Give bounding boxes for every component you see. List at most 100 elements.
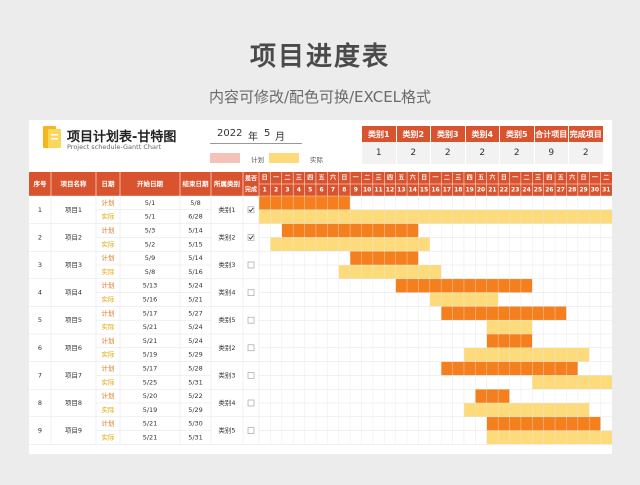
header-seq: 序号 (33, 179, 48, 188)
plan-row-label: 计划 (102, 364, 115, 373)
weekday-label: 六 (569, 174, 575, 182)
plan-start-date: 5/3 (145, 227, 155, 235)
category-count: 2 (569, 142, 604, 164)
day-number: 15 (420, 187, 428, 194)
day-number: 28 (568, 187, 576, 194)
actual-end-date: 5/31 (188, 378, 203, 386)
done-checkbox[interactable] (247, 261, 255, 269)
done-checkbox[interactable] (247, 372, 255, 379)
weekday-label: 六 (489, 174, 495, 182)
project-seq: 6 (38, 344, 42, 352)
actual-row-label: 实际 (102, 433, 116, 442)
category-count: 9 (534, 142, 569, 164)
day-number: 21 (488, 187, 496, 194)
weekday-label: 日 (501, 175, 507, 182)
plan-row-label: 计划 (102, 253, 115, 262)
category-count: 2 (500, 142, 535, 164)
category-header: 完成项目 (569, 126, 604, 142)
weekday-label: 四 (546, 175, 552, 182)
plan-bar (475, 389, 510, 403)
day-number: 29 (579, 187, 587, 194)
day-number: 3 (285, 187, 289, 194)
header-date: 日期 (102, 179, 116, 188)
done-checkbox[interactable] (247, 316, 255, 324)
month-unit: 月 (275, 132, 285, 143)
done-checkbox[interactable] (247, 206, 255, 214)
plan-start-date: 5/9 (145, 254, 155, 262)
plan-row-label: 计划 (102, 281, 115, 290)
day-number: 13 (397, 187, 405, 194)
day-number: 11 (374, 187, 382, 194)
project-category: 类别4 (218, 398, 235, 407)
gantt-table: 序号 项目名称 日期 开始日期 结束日期 所属类别是否完成日1一2二3三4四5五6六7日8… (29, 172, 612, 445)
day-number: 25 (534, 187, 542, 194)
plan-start-date: 5/17 (143, 309, 158, 317)
category-header: 类别4 (465, 126, 500, 142)
category-count: 2 (396, 142, 431, 164)
actual-start-date: 5/21 (143, 323, 158, 331)
actual-row-label: 实际 (102, 295, 116, 304)
weekday-label: 一 (592, 175, 598, 182)
plan-start-date: 5/20 (143, 392, 158, 400)
done-checkbox[interactable] (247, 399, 255, 407)
weekday-label: 四 (387, 175, 393, 182)
done-checkbox[interactable] (247, 427, 255, 434)
weekday-label: 二 (603, 175, 609, 182)
actual-row-label: 实际 (102, 405, 116, 414)
category-header: 类别1 (362, 126, 397, 142)
plan-end-date: 5/22 (188, 392, 203, 400)
plan-start-date: 5/1 (145, 199, 155, 207)
plan-row-label: 计划 (102, 336, 115, 345)
actual-row-label: 实际 (102, 267, 116, 276)
plan-start-date: 5/13 (143, 282, 158, 290)
project-seq: 9 (38, 427, 42, 435)
actual-row-label: 实际 (102, 377, 116, 386)
actual-bar (486, 430, 612, 445)
project-name: 项目4 (65, 289, 82, 297)
weekday-label: 三 (535, 175, 541, 182)
plan-start-date: 5/21 (143, 420, 158, 428)
sheet-subtitle: Project schedule-Gantt Chart (67, 143, 162, 151)
done-checkbox[interactable] (247, 289, 255, 296)
day-number: 31 (602, 187, 610, 194)
plan-row-label: 计划 (102, 198, 115, 207)
actual-start-date: 5/21 (143, 434, 158, 442)
project-category: 类别3 (218, 370, 235, 379)
plan-row-label: 计划 (102, 391, 115, 400)
actual-start-date: 5/19 (143, 351, 158, 359)
header-done-line1: 是否 (244, 175, 257, 183)
actual-bar (259, 209, 612, 224)
weekday-label: 日 (341, 175, 347, 182)
project-category: 类别2 (218, 232, 235, 241)
legend-actual-swatch (269, 153, 299, 163)
day-number: 6 (320, 187, 324, 194)
header-category: 所属类别 (214, 179, 241, 188)
legend-plan-label: 计划 (251, 156, 264, 164)
day-number: 20 (477, 187, 485, 194)
project-name: 项目3 (65, 261, 82, 269)
plan-end-date: 5/8 (190, 199, 200, 207)
actual-start-date: 5/1 (145, 213, 155, 221)
weekday-label: 五 (319, 175, 325, 182)
hero-subtitle: 内容可修改/配色可换/EXCEL格式 (208, 88, 432, 106)
plan-end-date: 5/28 (188, 365, 203, 373)
actual-bar (463, 347, 590, 362)
project-seq: 5 (38, 316, 42, 324)
done-checkbox[interactable] (247, 234, 255, 241)
weekday-label: 二 (524, 175, 530, 182)
project-name: 项目9 (65, 427, 82, 435)
month-value[interactable]: 5 (264, 128, 271, 139)
project-seq: 3 (38, 261, 42, 269)
done-checkbox[interactable] (247, 344, 255, 352)
plan-end-date: 5/24 (188, 282, 203, 290)
weekday-label: 四 (307, 175, 313, 182)
plan-bar (441, 306, 567, 321)
project-name: 项目1 (65, 206, 82, 214)
day-number: 12 (386, 187, 394, 194)
project-category: 类别5 (218, 315, 235, 324)
day-number: 24 (522, 187, 530, 194)
weekday-label: 五 (558, 175, 564, 182)
project-category: 类别4 (218, 288, 235, 297)
project-seq: 8 (38, 399, 42, 407)
year-value[interactable]: 2022 (217, 128, 243, 139)
